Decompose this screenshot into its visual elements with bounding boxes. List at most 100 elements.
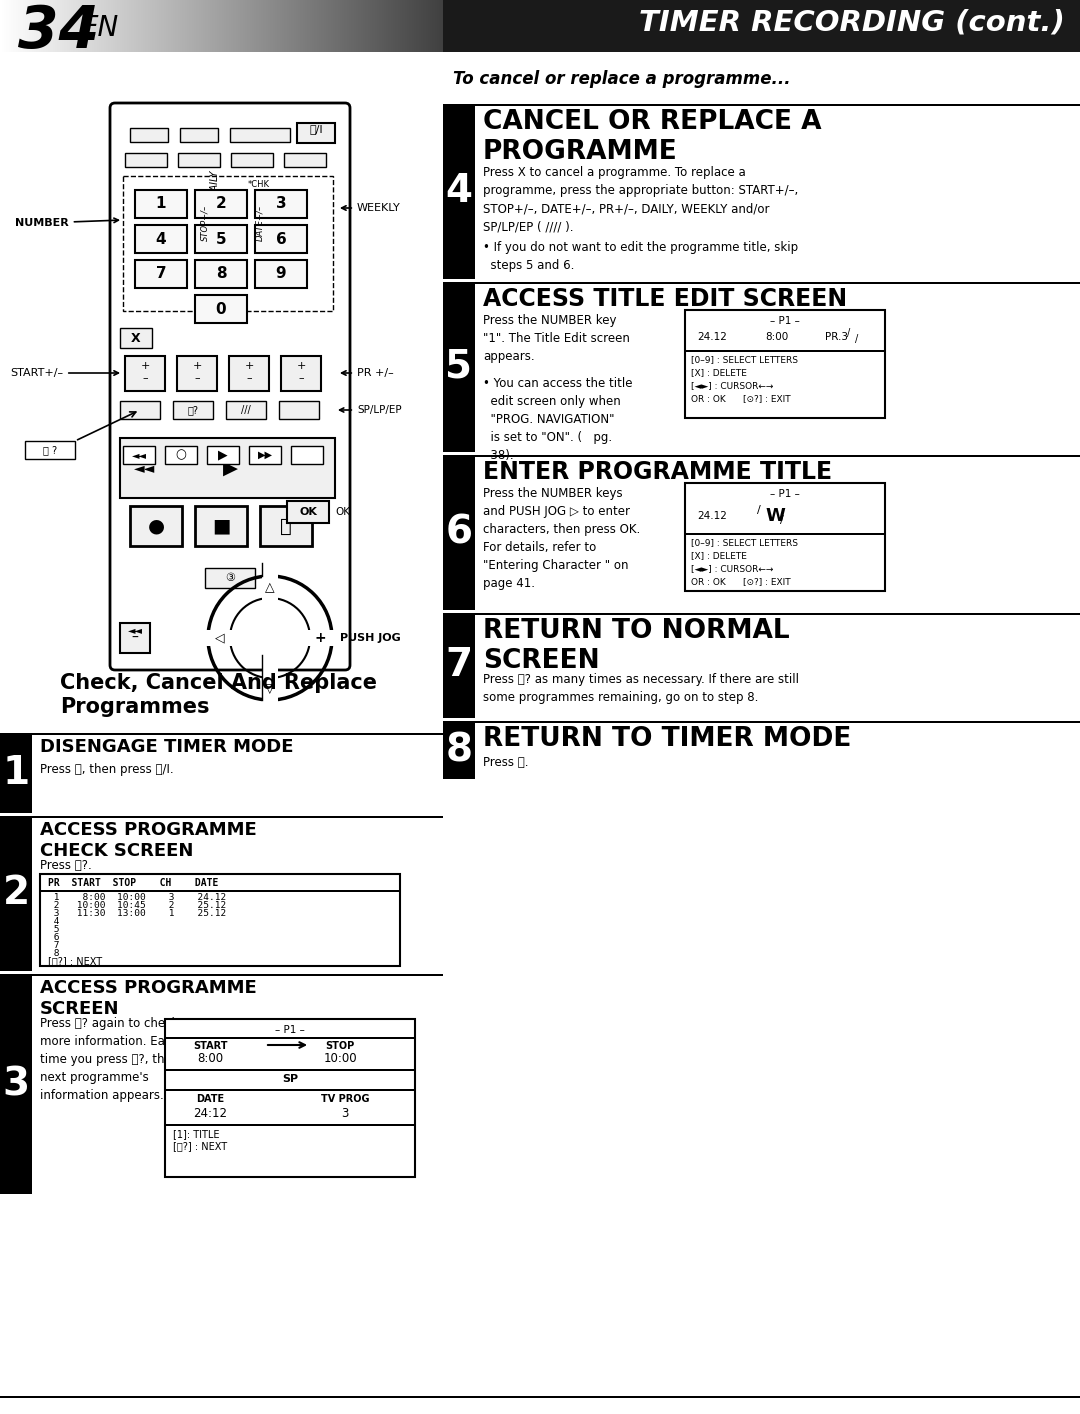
Text: Press ⓘ? as many times as necessary. If there are still
some programmes remainin: Press ⓘ? as many times as necessary. If … xyxy=(483,673,799,704)
Bar xyxy=(205,568,255,588)
Text: –: – xyxy=(194,373,200,383)
Text: ▶▶: ▶▶ xyxy=(257,450,272,460)
Bar xyxy=(120,402,160,419)
Bar xyxy=(130,129,168,141)
Text: 8: 8 xyxy=(48,949,59,959)
Text: ACCESS PROGRAMME
SCREEN: ACCESS PROGRAMME SCREEN xyxy=(40,978,257,1018)
Bar xyxy=(262,574,278,701)
Text: ⏸: ⏸ xyxy=(280,516,292,536)
Text: 8: 8 xyxy=(216,266,227,281)
Bar xyxy=(195,296,247,322)
Text: Press the NUMBER key
"1". The Title Edit screen
appears.: Press the NUMBER key "1". The Title Edit… xyxy=(483,314,630,363)
Text: 8:00: 8:00 xyxy=(765,332,788,342)
Text: *CHK: *CHK xyxy=(248,180,270,189)
Text: 3: 3 xyxy=(275,197,286,212)
Text: ■: ■ xyxy=(212,516,230,536)
Text: Press the NUMBER keys
and PUSH JOG ▷ to enter
characters, then press OK.
For det: Press the NUMBER keys and PUSH JOG ▷ to … xyxy=(483,486,640,590)
Text: PR  START  STOP    CH    DATE: PR START STOP CH DATE xyxy=(48,878,218,888)
Bar xyxy=(178,153,220,167)
Bar xyxy=(125,153,167,167)
Text: Press ⓘ? again to check
more information. Each
time you press ⓘ?, the
next progr: Press ⓘ? again to check more information… xyxy=(40,1017,179,1102)
Bar xyxy=(32,732,443,735)
Bar xyxy=(475,105,1080,106)
Text: – P1 –: – P1 – xyxy=(770,315,800,327)
Bar xyxy=(135,189,187,218)
Bar xyxy=(475,455,1080,457)
Bar xyxy=(123,445,156,464)
Bar xyxy=(165,1124,415,1126)
Bar xyxy=(195,225,247,253)
Text: To cancel or replace a programme...: To cancel or replace a programme... xyxy=(453,71,791,88)
Text: ⏻/I: ⏻/I xyxy=(309,124,323,134)
Bar xyxy=(255,225,307,253)
Text: +: + xyxy=(296,361,306,370)
Bar xyxy=(475,721,1080,723)
Bar xyxy=(443,281,475,452)
Bar xyxy=(685,533,885,534)
Bar xyxy=(260,506,312,546)
Text: ⓘ?: ⓘ? xyxy=(188,404,199,414)
Text: +: + xyxy=(140,361,150,370)
Bar xyxy=(40,889,400,891)
Bar xyxy=(255,260,307,288)
Text: ⓘ ?: ⓘ ? xyxy=(43,445,57,455)
Text: – P1 –: – P1 – xyxy=(770,489,800,499)
Bar xyxy=(443,0,1080,52)
Text: 24.12: 24.12 xyxy=(697,332,727,342)
Text: –: – xyxy=(246,373,252,383)
Bar xyxy=(287,501,329,523)
Bar xyxy=(165,445,197,464)
Text: 2: 2 xyxy=(2,874,29,912)
Text: 4: 4 xyxy=(48,918,59,926)
Text: 34: 34 xyxy=(18,3,99,59)
Text: RETURN TO TIMER MODE: RETURN TO TIMER MODE xyxy=(483,725,851,752)
Text: Press X to cancel a programme. To replace a
programme, press the appropriate but: Press X to cancel a programme. To replac… xyxy=(483,165,798,233)
Text: 5: 5 xyxy=(216,232,227,246)
Bar xyxy=(291,445,323,464)
Text: [0–9] : SELECT LETTERS
[X] : DELETE
[◄►] : CURSOR←→
OR : OK      [⊙?] : EXIT: [0–9] : SELECT LETTERS [X] : DELETE [◄►]… xyxy=(691,537,798,587)
Text: 7: 7 xyxy=(445,646,473,684)
Text: ▶▶: ▶▶ xyxy=(299,445,321,460)
Text: Press ⓘ?.: Press ⓘ?. xyxy=(40,858,92,872)
Bar xyxy=(32,816,443,819)
Text: +: + xyxy=(314,631,326,645)
Text: 9: 9 xyxy=(275,266,286,281)
Text: 24.12: 24.12 xyxy=(697,510,727,520)
Bar xyxy=(165,1019,415,1176)
Text: ▽: ▽ xyxy=(266,682,274,694)
Text: 3: 3 xyxy=(341,1107,349,1120)
Text: STOP: STOP xyxy=(325,1041,354,1051)
Text: 2   10:00  10:45    2    25.12: 2 10:00 10:45 2 25.12 xyxy=(48,901,226,911)
Bar xyxy=(40,874,400,966)
Text: –: – xyxy=(298,373,303,383)
Bar xyxy=(195,506,247,546)
Bar xyxy=(123,175,333,311)
Bar xyxy=(135,225,187,253)
Text: 6: 6 xyxy=(48,933,59,942)
Bar xyxy=(0,732,32,813)
Bar xyxy=(475,281,1080,284)
Bar xyxy=(165,1069,415,1070)
Text: 1: 1 xyxy=(2,754,29,792)
Text: 3: 3 xyxy=(2,1065,29,1103)
Text: 5: 5 xyxy=(446,348,473,386)
Text: CANCEL OR REPLACE A
PROGRAMME: CANCEL OR REPLACE A PROGRAMME xyxy=(483,109,822,165)
Text: • If you do not want to edit the programme title, skip
  steps 5 and 6.: • If you do not want to edit the program… xyxy=(483,240,798,271)
Text: 7: 7 xyxy=(48,940,59,950)
Text: /: / xyxy=(847,328,850,338)
Text: 24:12: 24:12 xyxy=(193,1107,227,1120)
Text: Press ⓘ.: Press ⓘ. xyxy=(483,756,528,769)
Text: 6: 6 xyxy=(275,232,286,246)
Text: △: △ xyxy=(266,581,274,594)
Bar xyxy=(135,260,187,288)
Text: 3   11:30  13:00    1    25.12: 3 11:30 13:00 1 25.12 xyxy=(48,909,226,918)
Bar xyxy=(229,356,269,392)
Bar xyxy=(0,1396,1080,1398)
Text: DATE: DATE xyxy=(195,1094,224,1104)
Text: PUSH JOG: PUSH JOG xyxy=(340,633,401,643)
Text: ◄◄: ◄◄ xyxy=(132,450,147,460)
Text: 6: 6 xyxy=(446,513,473,551)
Bar xyxy=(130,506,183,546)
Text: 4: 4 xyxy=(446,173,473,211)
Bar xyxy=(173,402,213,419)
